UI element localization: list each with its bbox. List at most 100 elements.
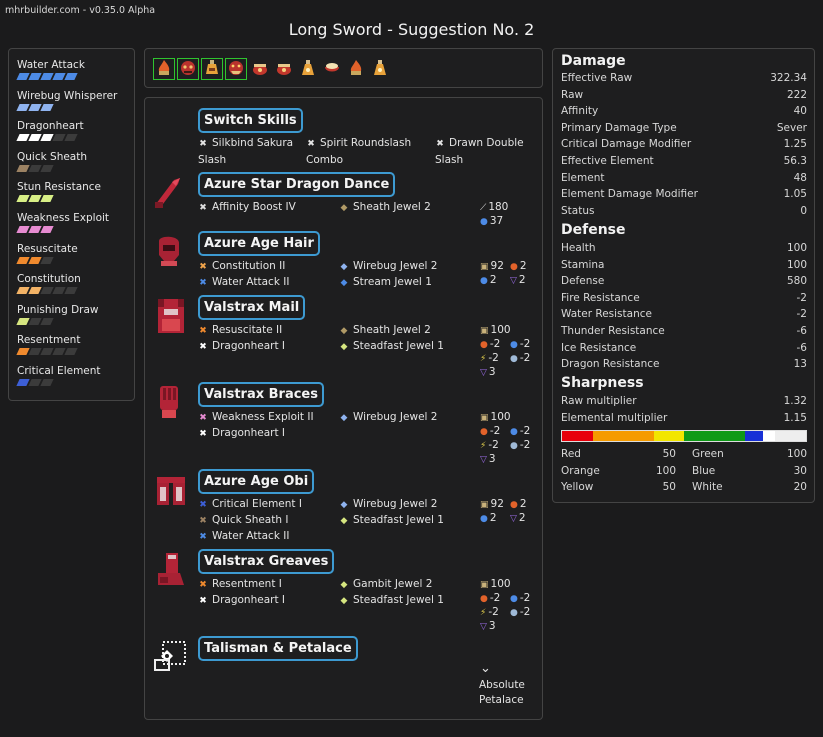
skill-row: Stun Resistance — [16, 180, 134, 211]
long-sword-icon — [154, 174, 184, 213]
thunder-res-stat: ⚡ -2 — [480, 352, 499, 364]
decoration-slot[interactable] — [177, 58, 199, 80]
sharpness-color-label: Orange — [561, 464, 600, 477]
defense-stat: ▣ 92 — [480, 498, 504, 510]
crossed-swords-icon: ✖ — [199, 278, 207, 288]
jewel-icon: ◆ — [340, 500, 348, 510]
stat-row: Affinity 40 — [561, 105, 807, 117]
stat-value: 222 — [786, 88, 807, 101]
skill-level-bars — [16, 73, 134, 80]
thunder-res-stat-icon: ⚡ — [480, 354, 487, 364]
crossed-swords-icon: ✖ — [199, 413, 207, 423]
decoration-slot[interactable] — [201, 58, 223, 80]
armor-skill: ✖ Dragonheart I — [199, 594, 285, 606]
water-res-stat: ● 2 — [480, 512, 497, 524]
stat-row: Primary Damage Type Sever — [561, 122, 807, 134]
water-res-stat: ● -2 — [510, 338, 531, 350]
armor-skill: ✖ Water Attack II — [199, 276, 290, 288]
jewel-icon: ◆ — [340, 262, 348, 272]
decoration-slot[interactable] — [369, 58, 391, 80]
decoration-slot[interactable] — [321, 58, 343, 80]
fire-res-stat-icon: ● — [510, 500, 518, 510]
sharpness-color-label: Blue — [692, 464, 716, 477]
ice-res-stat: ● -2 — [510, 606, 531, 618]
decoration-jewel[interactable]: ◆ Sheath Jewel 2 — [340, 201, 431, 213]
dragon-res-stat-icon: ▽ — [480, 368, 487, 378]
potion-deco-icon — [203, 59, 221, 80]
stat-row: Raw 222 — [561, 89, 807, 101]
skill-level-bars — [16, 378, 134, 386]
skill-name: Water Attack — [17, 59, 85, 71]
decoration-slot[interactable] — [153, 58, 175, 80]
decoration-slot[interactable] — [225, 58, 247, 80]
armor-skill: ✖ Constitution II — [199, 260, 286, 272]
decoration-jewel[interactable]: ◆ Wirebug Jewel 2 — [340, 498, 438, 510]
dragon-res-stat-icon: ▽ — [510, 276, 517, 286]
decoration-jewel[interactable]: ◆ Wirebug Jewel 2 — [340, 411, 438, 423]
decoration-jewel[interactable]: ◆ Wirebug Jewel 2 — [340, 260, 438, 272]
sharpness-hits-row: Green 100 — [692, 448, 807, 460]
stat-label: Element — [561, 171, 605, 184]
switch-skill-item: Slash — [435, 154, 464, 166]
stat-row: Effective Raw 322.34 — [561, 72, 807, 84]
switch-skill-item: Combo — [306, 154, 344, 166]
ice-res-stat-icon: ● — [510, 441, 518, 451]
decoration-jewel[interactable]: ◆ Steadfast Jewel 1 — [340, 594, 444, 606]
armor-piece-heading[interactable]: Azure Age Obi — [198, 469, 315, 494]
fire-res-stat: ● -2 — [480, 592, 501, 604]
decoration-slot[interactable] — [297, 58, 319, 80]
armor-piece-heading[interactable]: Valstrax Greaves — [198, 549, 335, 574]
armor-skill: ✖ Resentment I — [199, 578, 282, 590]
stat-row: Fire Resistance -2 — [561, 292, 807, 304]
decoration-jewel[interactable]: ◆ Gambit Jewel 2 — [340, 578, 433, 590]
stat-value: 0 — [800, 204, 807, 217]
defense-stat: ▣ 100 — [480, 411, 511, 423]
armor-piece-heading[interactable]: Valstrax Mail — [198, 295, 306, 320]
armor-piece-heading[interactable]: Talisman & Petalace — [198, 636, 358, 661]
stat-label: Dragon Resistance — [561, 358, 660, 371]
skill-name: Dragonheart — [17, 120, 84, 133]
wyvern-deco-icon — [227, 59, 245, 80]
decoration-jewel[interactable]: ◆ Stream Jewel 1 — [340, 276, 432, 288]
armor-piece-heading[interactable]: Azure Age Hair — [198, 231, 320, 256]
stat-row: Stamina 100 — [561, 259, 807, 271]
water-res-stat-icon: ● — [510, 427, 518, 437]
sharpness-color-label: Green — [692, 448, 724, 460]
skill-level-bars — [16, 195, 134, 203]
skill-level-empty — [40, 378, 54, 386]
sharpness-color-label: Red — [561, 448, 581, 460]
stat-value: 1.32 — [783, 395, 807, 407]
decoration-jewel[interactable]: ◆ Steadfast Jewel 1 — [340, 340, 444, 352]
armor-piece-heading[interactable]: Azure Star Dragon Dance — [198, 172, 396, 197]
stat-label: Element Damage Modifier — [561, 188, 698, 201]
stat-label: Stamina — [561, 258, 605, 271]
armor-skill: ✖ Resuscitate II — [199, 324, 283, 336]
sharpness-stat-icon: ⟋ — [480, 203, 487, 213]
stat-label: Effective Element — [561, 155, 654, 167]
decoration-slot[interactable] — [249, 58, 271, 80]
stat-label: Defense — [561, 275, 605, 288]
element-stat-icon: ● — [480, 217, 488, 227]
sharpness-hits-row: Blue 30 — [692, 465, 807, 477]
decoration-jewel[interactable]: ◆ Steadfast Jewel 1 — [340, 514, 444, 526]
decoration-jewel[interactable]: ◆ Sheath Jewel 2 — [340, 324, 431, 336]
fire-res-stat: ● 2 — [510, 260, 527, 272]
decoration-slot[interactable] — [273, 58, 295, 80]
armor-skill: ✖ Affinity Boost IV — [199, 201, 296, 213]
jewel-icon: ◆ — [340, 580, 348, 590]
decoration-slot[interactable] — [345, 58, 367, 80]
crossed-swords-icon: ✖ — [199, 203, 207, 213]
dragon-res-stat: ▽ 3 — [480, 366, 496, 378]
switch-skills-heading[interactable]: Switch Skills — [198, 108, 303, 133]
stat-value: -6 — [796, 341, 807, 354]
armor-piece-heading[interactable]: Valstrax Braces — [198, 382, 324, 407]
fire-res-stat-icon: ● — [510, 262, 518, 272]
skill-level-bars — [16, 164, 134, 172]
switch-skill-item: ✖ Silkbind Sakura — [199, 137, 294, 149]
skills-summary-panel: Water Attack Wirebug Whisperer Dragonheart… — [8, 48, 135, 401]
crossed-swords-icon: ✖ — [199, 139, 207, 149]
sharpness-color-value: 20 — [793, 481, 807, 493]
crossed-swords-icon: ✖ — [199, 342, 207, 352]
water-res-stat-icon: ● — [510, 594, 518, 604]
dragon-res-stat: ▽ 3 — [480, 453, 496, 465]
